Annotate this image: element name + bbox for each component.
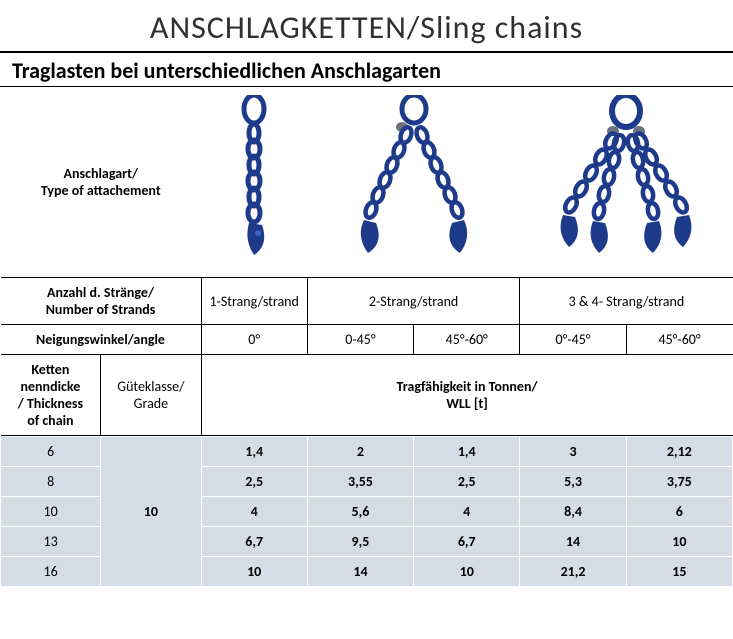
thickness-cell: 8 [1, 467, 101, 497]
angle-2: 45°-60° [414, 325, 520, 354]
page-title: ANSCHLAGKETTEN/Sling chains [0, 0, 733, 51]
thickness-cell: 13 [1, 527, 101, 557]
wll-cell: 8,4 [520, 497, 626, 527]
strands-col-1: 1-Strang/strand [201, 278, 307, 324]
attachment-row: Anschlagart/ Type of attachement [1, 87, 733, 277]
wll-cell: 4 [201, 497, 307, 527]
thickness-cell: 10 [1, 497, 101, 527]
angle-label: Neigungswinkel/angle [1, 325, 202, 354]
wll-cell: 6,7 [201, 527, 307, 557]
grade-header: Güteklasse/ Grade [101, 355, 201, 435]
wll-cell: 5,6 [307, 497, 413, 527]
strands-col-3: 3 & 4- Strang/strand [520, 278, 733, 324]
wll-cell: 1,4 [414, 437, 520, 467]
chain-2-strand-image [307, 87, 520, 277]
thickness-cell: 16 [1, 557, 101, 587]
wll-cell: 2,12 [626, 437, 732, 467]
page-subtitle: Traglasten bei unterschiedlichen Anschla… [0, 53, 733, 86]
wll-cell: 4 [414, 497, 520, 527]
wll-cell: 2 [307, 437, 413, 467]
angle-4: 45°-60° [626, 325, 732, 354]
wll-cell: 5,3 [520, 467, 626, 497]
wll-cell: 21,2 [520, 557, 626, 587]
thickness-header: Ketten nenndicke / Thickness of chain [1, 355, 101, 435]
wll-cell: 2,5 [414, 467, 520, 497]
header-row: Ketten nenndicke / Thickness of chain Gü… [1, 355, 733, 435]
chain-4-strand-image [520, 87, 733, 277]
angle-row: Neigungswinkel/angle 0° 0-45° 45°-60° 0°… [1, 325, 733, 354]
wll-cell: 10 [626, 527, 732, 557]
angle-0: 0° [201, 325, 307, 354]
strands-col-2: 2-Strang/strand [307, 278, 520, 324]
angle-3: 0°-45° [520, 325, 626, 354]
wll-cell: 6 [626, 497, 732, 527]
wll-cell: 10 [414, 557, 520, 587]
grade-cell: 10 [101, 437, 201, 587]
thickness-cell: 6 [1, 437, 101, 467]
wll-cell: 3,55 [307, 467, 413, 497]
wll-cell: 2,5 [201, 467, 307, 497]
wll-cell: 6,7 [414, 527, 520, 557]
wll-cell: 14 [307, 557, 413, 587]
strands-row: Anzahl d. Stränge/ Number of Strands 1-S… [1, 278, 733, 324]
attachment-label: Anschlagart/ Type of attachement [1, 87, 202, 277]
wll-cell: 3 [520, 437, 626, 467]
wll-cell: 15 [626, 557, 732, 587]
wll-cell: 1,4 [201, 437, 307, 467]
sling-chain-table: Anschlagart/ Type of attachement [0, 87, 733, 587]
chain-1-strand-image [201, 87, 307, 277]
wll-cell: 10 [201, 557, 307, 587]
wll-cell: 14 [520, 527, 626, 557]
wll-cell: 9,5 [307, 527, 413, 557]
strands-label: Anzahl d. Stränge/ Number of Strands [1, 278, 202, 324]
wll-header: Tragfähigkeit in Tonnen/ WLL [t] [201, 355, 732, 435]
data-row-0: 6 10 1,4 2 1,4 3 2,12 [1, 437, 733, 467]
angle-1: 0-45° [307, 325, 413, 354]
wll-cell: 3,75 [626, 467, 732, 497]
